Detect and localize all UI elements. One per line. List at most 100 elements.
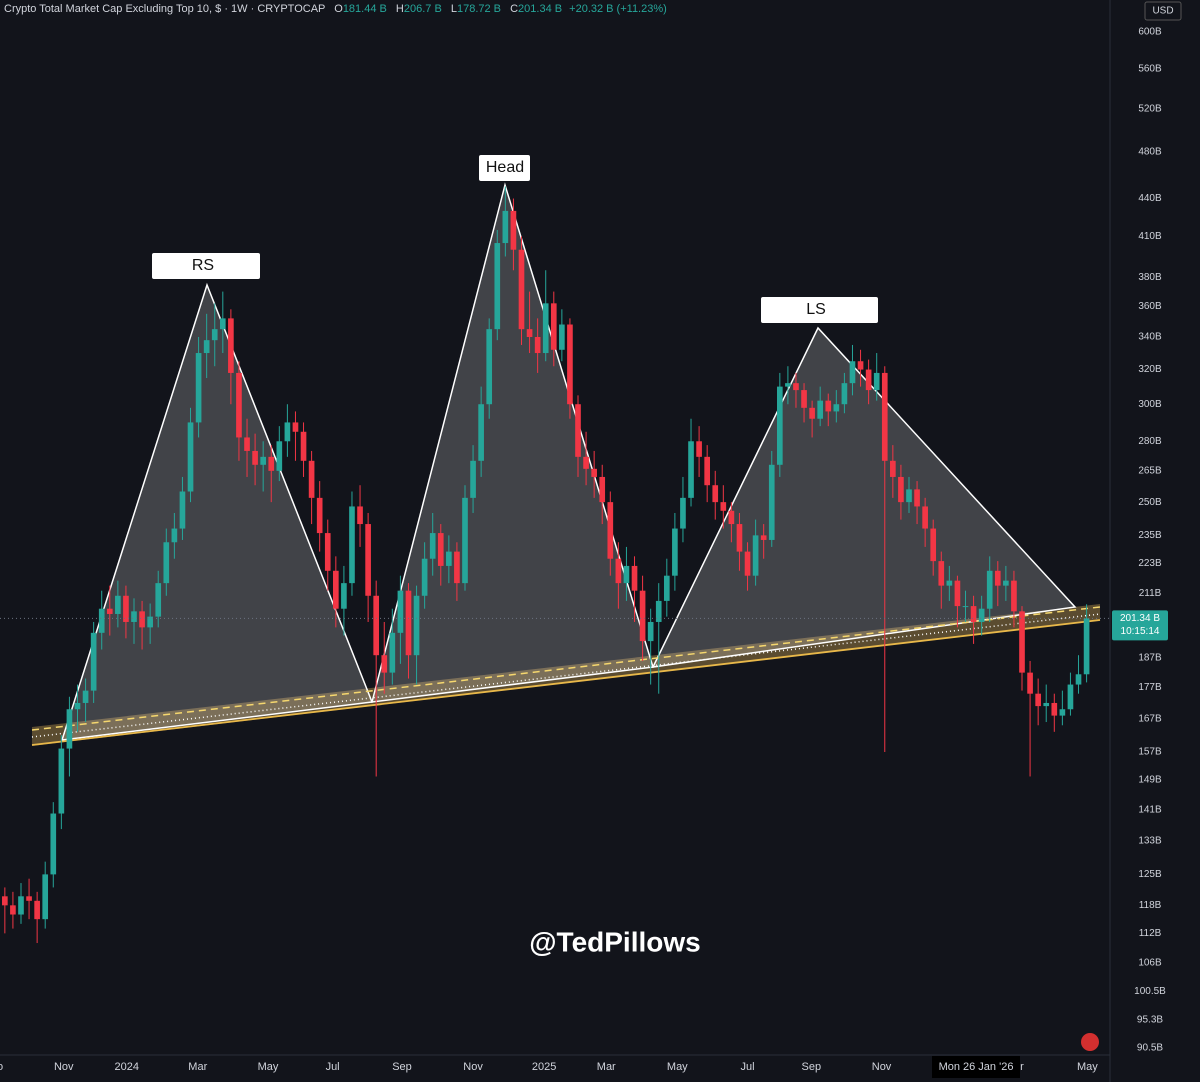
candle-body xyxy=(58,748,65,814)
ohlc-value: 201.34 B xyxy=(518,3,563,15)
candle-body xyxy=(284,422,291,442)
candle-body xyxy=(510,210,517,250)
y-tick-label: 380B xyxy=(1138,272,1162,283)
candle-body xyxy=(841,383,848,405)
legend: Crypto Total Market Cap Excluding Top 10… xyxy=(4,3,667,15)
candle-body xyxy=(865,369,872,391)
candle-body xyxy=(211,329,218,341)
candle-body xyxy=(906,489,912,503)
candle-body xyxy=(777,386,783,465)
candle-body xyxy=(898,476,904,503)
candle-body xyxy=(115,595,121,614)
y-tick-label: 167B xyxy=(1138,713,1162,724)
candle-body xyxy=(873,372,880,391)
candle-body xyxy=(494,243,501,330)
candle-body xyxy=(825,400,832,412)
y-tick-label: 141B xyxy=(1138,804,1162,815)
candle-body xyxy=(1043,702,1050,707)
candle-body xyxy=(704,456,710,486)
candle-body xyxy=(938,561,945,586)
crosshair-box xyxy=(932,1056,1020,1078)
candle-body xyxy=(195,353,202,423)
candle-body xyxy=(567,324,573,405)
last-price-label: 201.34 B xyxy=(1120,613,1160,624)
candle-body xyxy=(446,551,452,566)
y-tick-label: 100.5B xyxy=(1134,986,1166,997)
candle-body xyxy=(623,565,630,584)
candle-body xyxy=(18,896,24,915)
head-label: Head xyxy=(486,159,524,176)
y-tick-label: 440B xyxy=(1138,193,1162,204)
candle-body xyxy=(260,456,266,465)
candle-body xyxy=(1003,580,1009,586)
candle-body xyxy=(131,611,137,622)
candle-body xyxy=(292,422,299,432)
candle-body xyxy=(615,558,622,584)
watermark: @TedPillows xyxy=(529,926,700,957)
candle-body xyxy=(575,404,581,457)
y-tick-label: 235B xyxy=(1138,530,1162,541)
candle-body xyxy=(857,361,864,370)
candle-body xyxy=(728,510,735,525)
candle-body xyxy=(542,303,549,354)
candle-body xyxy=(978,608,985,622)
candle-body xyxy=(268,456,275,471)
candle-body xyxy=(809,407,815,419)
ls-label: LS xyxy=(806,301,826,318)
candle-body xyxy=(324,533,331,571)
ohlc-value: 181.44 B xyxy=(342,3,387,15)
candle-body xyxy=(74,702,81,710)
y-tick-label: 410B xyxy=(1138,231,1162,242)
candle-body xyxy=(454,551,460,584)
x-tick-label: Sep xyxy=(802,1061,822,1073)
candle-body xyxy=(518,249,525,330)
candle-body xyxy=(42,874,49,920)
candle-body xyxy=(405,590,412,656)
candle-body xyxy=(680,497,686,529)
candle-body xyxy=(82,690,89,703)
candle-body xyxy=(688,441,694,498)
last-price-tag xyxy=(1112,610,1168,641)
candle-body xyxy=(308,460,315,498)
candle-body xyxy=(817,400,824,419)
ohlc-key: O xyxy=(334,3,343,15)
candle-body xyxy=(50,813,57,875)
candle-body xyxy=(785,383,791,387)
candle-body xyxy=(502,210,509,244)
candle-body xyxy=(534,337,541,354)
candle-body xyxy=(752,535,759,576)
y-tick-label: 211B xyxy=(1139,588,1162,599)
ohlc-key: C xyxy=(510,3,519,15)
candle-body xyxy=(1051,702,1058,716)
x-tick-label: Nov xyxy=(463,1061,483,1073)
x-tick-label: o xyxy=(0,1061,3,1073)
candle-body xyxy=(486,329,493,405)
label-box xyxy=(152,253,260,279)
y-tick-label: 340B xyxy=(1138,332,1162,343)
candle-body xyxy=(203,340,210,354)
candle-body xyxy=(413,595,420,656)
candle-body xyxy=(1011,580,1017,612)
x-tick-label: 2024 xyxy=(114,1061,138,1073)
y-tick-label: 157B xyxy=(1138,747,1162,758)
x-tick-label: May xyxy=(258,1061,279,1073)
candle-body xyxy=(26,896,32,901)
ohlc-key: L xyxy=(450,3,457,15)
pattern-labels: RS Head LS xyxy=(152,155,878,323)
candle-body xyxy=(236,372,242,438)
candle-body xyxy=(890,460,896,477)
y-tick-label: 560B xyxy=(1138,64,1162,75)
candle-body xyxy=(171,528,178,543)
y-tick-label: 149B xyxy=(1138,775,1162,786)
y-tick-label: 223B xyxy=(1138,558,1162,569)
x-tick-label: Jul xyxy=(326,1061,340,1073)
x-tick-label: Sep xyxy=(392,1061,412,1073)
candle-body xyxy=(429,533,436,559)
candle-body xyxy=(252,450,258,465)
label-box xyxy=(761,297,878,323)
candle-body xyxy=(421,558,428,596)
candle-body xyxy=(663,575,670,601)
candle-body xyxy=(478,404,484,461)
candle-body xyxy=(922,506,928,529)
